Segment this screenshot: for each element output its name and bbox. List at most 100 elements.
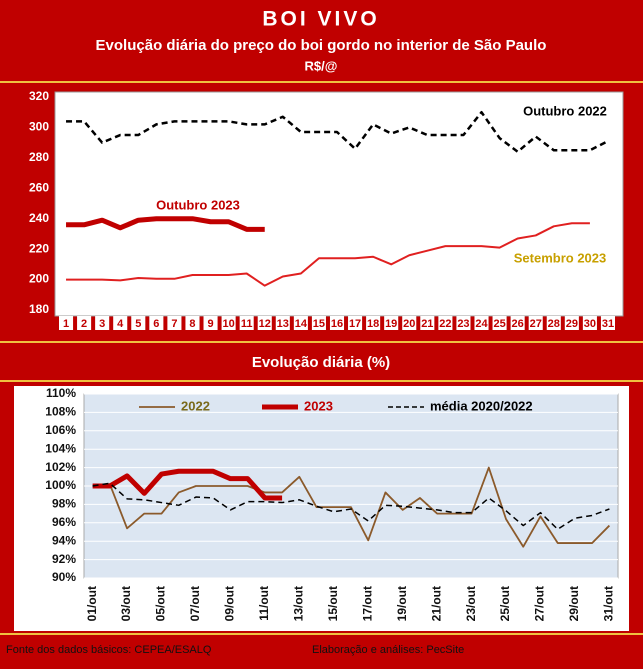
line — [92, 466, 611, 548]
x-tick-box — [59, 316, 74, 330]
x-tick-label: 23/out — [464, 586, 478, 621]
legend-label: 2022 — [181, 398, 210, 413]
y-tick-label: 92% — [52, 552, 76, 566]
x-tick-label: 4 — [117, 318, 124, 330]
x-tick-label: 2 — [81, 318, 87, 330]
y-tick-label: 220 — [29, 241, 49, 255]
y-tick-label: 106% — [45, 423, 76, 437]
x-tick-box — [402, 316, 417, 330]
y-tick-label: 104% — [45, 441, 76, 455]
x-tick-label: 8 — [189, 318, 195, 330]
x-tick-box — [528, 316, 543, 330]
x-tick-label: 6 — [153, 318, 159, 330]
series-label: Outubro 2023 — [156, 197, 240, 212]
x-tick-box — [582, 316, 597, 330]
x-tick-box — [113, 316, 128, 330]
x-tick-label: 9 — [207, 318, 213, 330]
x-tick-box — [384, 316, 399, 330]
x-tick-box — [329, 316, 345, 330]
x-tick-box — [311, 316, 326, 330]
y-tick-label: 280 — [29, 150, 49, 164]
y-tick-label: 320 — [29, 89, 49, 103]
y-tick-label: 110% — [46, 386, 76, 400]
x-tick-label: 11/out — [257, 586, 271, 621]
x-tick-box — [492, 316, 507, 330]
x-tick-label: 01/out — [85, 586, 99, 621]
x-tick-box — [221, 316, 236, 330]
chart-title: Evolução diária (%) — [252, 354, 390, 371]
y-tick-label: 260 — [29, 180, 49, 194]
x-tick-label: 19/out — [395, 586, 409, 621]
legend-label: 2023 — [304, 398, 333, 413]
x-tick-box — [456, 316, 471, 330]
x-tick-label: 11 — [241, 318, 253, 330]
x-tick-label: 19 — [385, 318, 397, 330]
x-tick-box — [185, 316, 200, 330]
x-tick-label: 15 — [313, 318, 325, 330]
x-tick-label: 30 — [584, 318, 596, 330]
line — [92, 468, 283, 501]
y-tick-label: 102% — [45, 460, 76, 474]
line — [66, 222, 590, 287]
y-tick-label: 90% — [52, 570, 76, 584]
credit: Elaboração e análises: PecSite — [312, 644, 464, 656]
x-tick-label: 20 — [403, 318, 415, 330]
y-tick-label: 108% — [45, 405, 76, 419]
x-tick-label: 22 — [439, 318, 451, 330]
y-tick-label: 180 — [29, 302, 49, 316]
line — [66, 110, 609, 154]
x-tick-label: 17/out — [360, 586, 374, 621]
unit: R$/@ — [305, 58, 338, 73]
x-tick-box — [438, 316, 453, 330]
x-tick-label: 10 — [222, 318, 234, 330]
x-tick-label: 12 — [259, 318, 271, 330]
line — [66, 216, 265, 232]
series-label: Outubro 2022 — [523, 103, 607, 118]
x-tick-label: 31/out — [602, 586, 616, 621]
x-tick-label: 31 — [602, 318, 614, 330]
x-tick-label: 1 — [63, 318, 69, 330]
x-tick-label: 27 — [530, 318, 542, 330]
x-tick-label: 25/out — [498, 586, 512, 621]
x-tick-box — [239, 316, 254, 330]
series-label: Setembro 2023 — [514, 250, 607, 265]
x-tick-box — [546, 316, 561, 330]
x-tick-box — [95, 316, 110, 330]
x-tick-label: 3 — [99, 318, 105, 330]
legend-label: média 2020/2022 — [430, 398, 533, 413]
y-tick-label: 100% — [45, 478, 76, 492]
x-tick-label: 28 — [548, 318, 560, 330]
x-tick-label: 21/out — [429, 586, 443, 621]
x-tick-label: 7 — [171, 318, 177, 330]
x-tick-label: 17 — [349, 318, 361, 330]
line — [92, 482, 610, 530]
x-tick-box — [167, 316, 182, 330]
y-tick-label: 200 — [29, 272, 49, 286]
x-tick-label: 25 — [493, 318, 505, 330]
y-tick-label: 96% — [52, 515, 76, 529]
x-tick-label: 24 — [475, 318, 488, 330]
x-tick-label: 18 — [367, 318, 379, 330]
y-tick-label: 98% — [52, 497, 76, 511]
x-tick-label: 13/out — [291, 586, 305, 621]
x-tick-label: 21 — [421, 318, 433, 330]
x-tick-box — [257, 316, 272, 330]
title: BOI VIVO — [262, 8, 379, 31]
x-tick-label: 29 — [566, 318, 578, 330]
x-tick-label: 03/out — [119, 586, 133, 621]
x-tick-label: 13 — [277, 318, 289, 330]
x-tick-label: 14 — [295, 318, 308, 330]
y-tick-label: 94% — [52, 533, 76, 547]
x-tick-label: 5 — [135, 318, 141, 330]
x-tick-label: 26 — [512, 318, 524, 330]
x-tick-label: 27/out — [533, 586, 547, 621]
x-tick-box — [366, 316, 381, 330]
x-tick-box — [131, 316, 146, 330]
y-tick-label: 240 — [29, 211, 49, 225]
x-tick-box — [293, 316, 308, 330]
x-tick-box — [564, 316, 579, 330]
x-tick-box — [275, 316, 290, 330]
x-tick-label: 15/out — [326, 586, 340, 621]
subtitle: Evolução diária do preço do boi gordo no… — [96, 37, 547, 54]
